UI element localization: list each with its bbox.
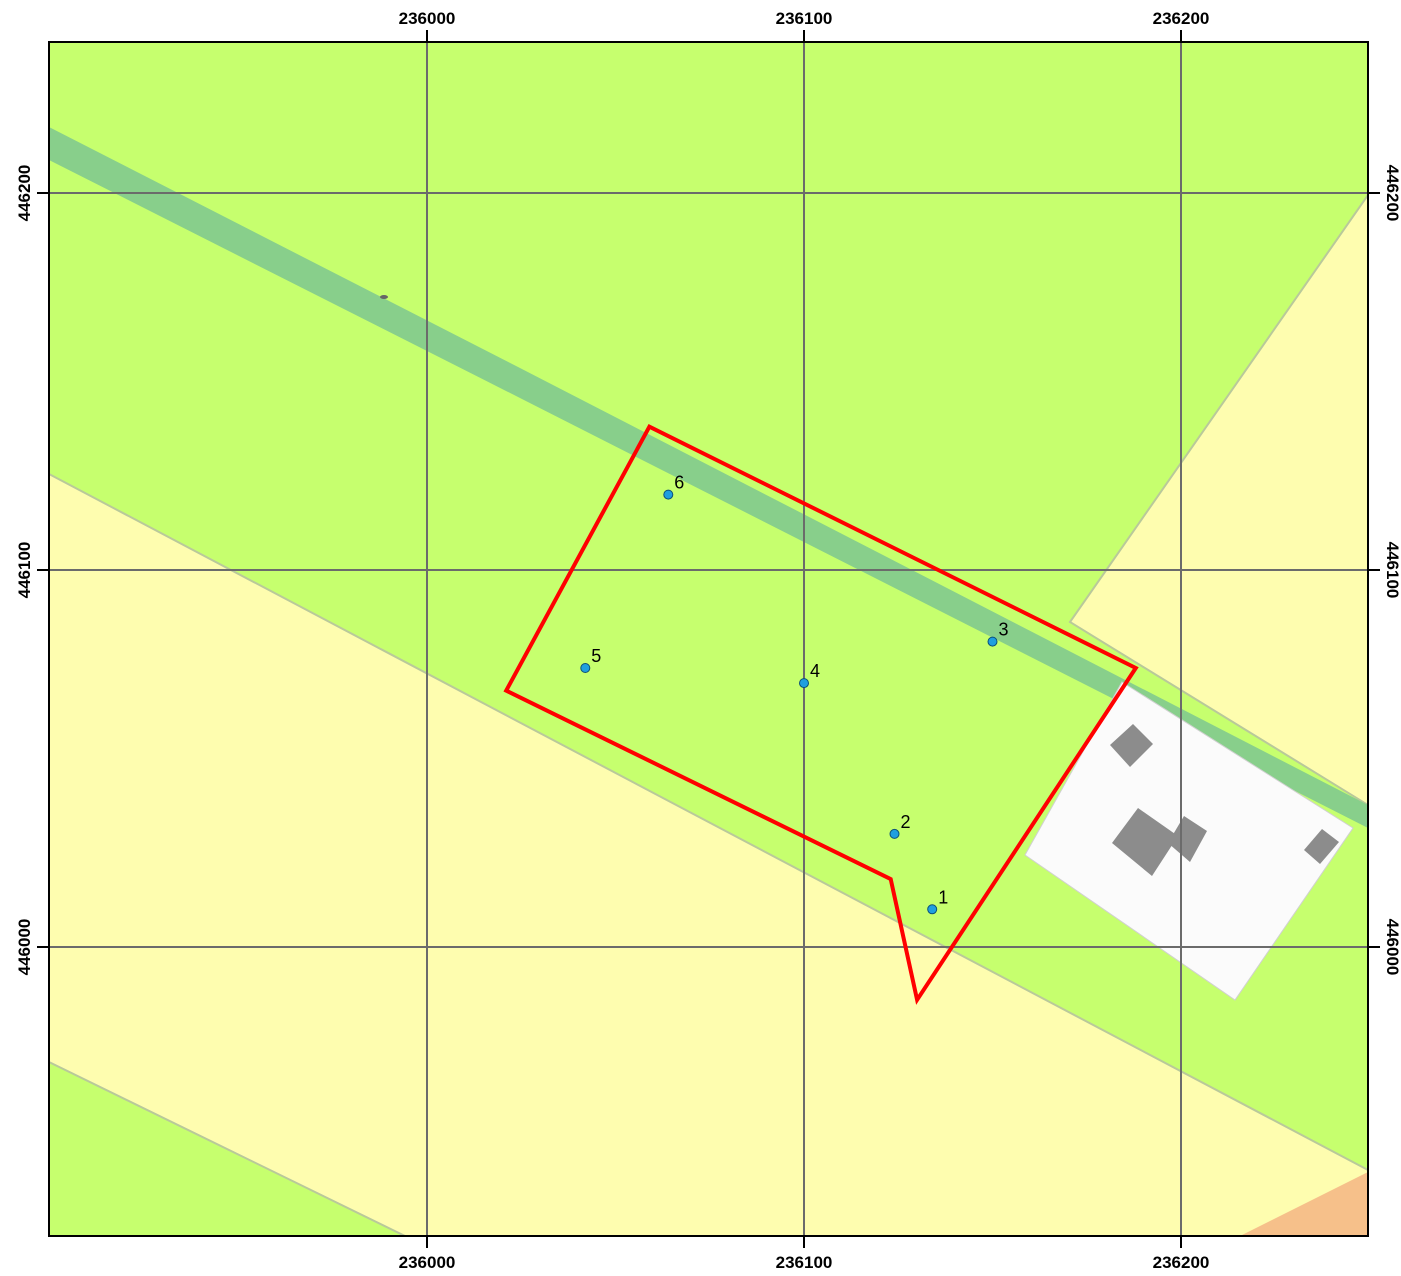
x-tick-label-bottom: 236100 — [776, 1253, 833, 1272]
building-2 — [1112, 808, 1178, 876]
sample-point-label: 5 — [591, 646, 601, 666]
grid-lines — [49, 42, 1368, 1236]
sample-point — [889, 828, 900, 839]
x-tick-label-top: 236100 — [776, 9, 833, 28]
sample-point-label: 4 — [810, 661, 820, 681]
y-tick-label-right: 446200 — [1383, 165, 1401, 222]
x-tick-label-top: 236000 — [399, 9, 456, 28]
sample-point — [987, 636, 998, 647]
map-frame — [48, 41, 1369, 1237]
farmland-band — [49, 472, 1368, 1236]
y-tick-label-right: 446000 — [1383, 919, 1401, 976]
parcel-outline — [503, 424, 1139, 1005]
sample-points: 1 2 3 4 5 6 — [580, 473, 1009, 915]
sample-point — [580, 663, 591, 673]
x-tick-label-bottom: 236000 — [399, 1253, 456, 1272]
sample-point-label: 1 — [938, 887, 948, 907]
y-tick-label-left: 446000 — [15, 919, 34, 976]
sample-point — [663, 489, 674, 500]
sample-point — [799, 678, 809, 689]
sample-point — [927, 904, 938, 915]
map-body: 1 2 3 4 5 6 — [49, 42, 1368, 1236]
ditch-strip — [49, 127, 1368, 828]
farmland-east — [1068, 193, 1368, 807]
sample-point-label: 2 — [901, 812, 911, 832]
building-1 — [1110, 724, 1153, 767]
x-tick-label-bottom: 236200 — [1153, 1253, 1210, 1272]
y-tick-label-left: 446100 — [15, 542, 34, 599]
y-tick-label-left: 446200 — [15, 165, 34, 222]
building-3 — [1168, 816, 1207, 862]
orange-zone — [1240, 1172, 1368, 1236]
y-tick-label-right: 446100 — [1383, 542, 1401, 599]
tick-marks: 236000 236000 236100 236100 236200 236200 4462… — [15, 9, 1401, 1272]
x-tick-label-top: 236200 — [1153, 9, 1210, 28]
marker-dot — [380, 295, 388, 299]
building-4 — [1304, 829, 1339, 864]
sample-point-label: 6 — [674, 473, 684, 493]
sample-point-label: 3 — [999, 620, 1009, 640]
